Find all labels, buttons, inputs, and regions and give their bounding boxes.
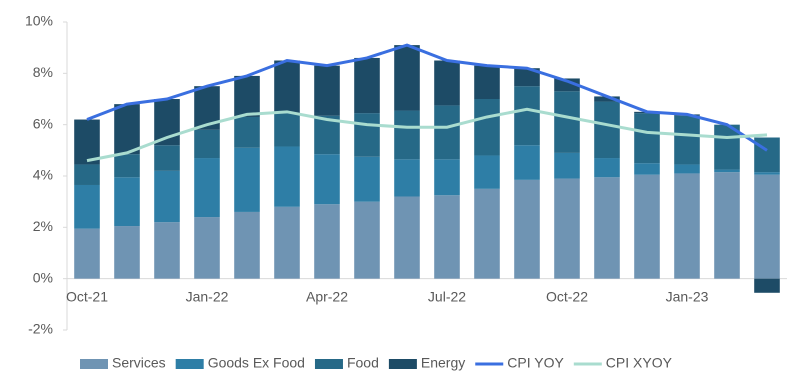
bar-segment (554, 91, 580, 153)
legend-label: Services (112, 355, 166, 371)
bar-segment (394, 196, 420, 279)
line-series (86, 107, 768, 163)
bar-segment (594, 96, 620, 102)
y-tick-label: 10% (25, 13, 53, 29)
y-tick-label: 0% (33, 269, 53, 285)
y-tick-label: 2% (33, 218, 53, 234)
y-tick-label: 8% (33, 64, 53, 80)
bar-segment (194, 129, 220, 159)
bar-segment (274, 113, 300, 147)
bar-segment (234, 116, 260, 148)
bar-segment (514, 145, 540, 180)
bar-segment (74, 164, 100, 185)
bar-segment (514, 86, 540, 146)
bar-segment (434, 60, 460, 106)
bar-segment (594, 177, 620, 279)
x-tick-label: Oct-21 (66, 288, 108, 304)
legend-label: Goods Ex Food (208, 355, 305, 371)
bar-segment (434, 195, 460, 279)
bar-segment (674, 115, 700, 165)
legend-swatch (388, 359, 417, 369)
bar-segment (634, 174, 660, 279)
bar-segment (594, 158, 620, 178)
bar-segment (554, 152, 580, 179)
bar-segment (314, 65, 340, 116)
x-tick-label: Jan-23 (666, 288, 709, 304)
bar-segment (74, 119, 100, 165)
bar-segment (274, 206, 300, 279)
y-tick-label: 6% (33, 115, 53, 131)
bar-segment (714, 172, 740, 279)
bar-segment (554, 178, 580, 279)
bar-segment (594, 101, 620, 159)
bar-segment (74, 184, 100, 229)
bar-segment (274, 60, 300, 114)
bar-segment (234, 75, 260, 117)
bar-segment (474, 188, 500, 279)
legend-label: Energy (421, 355, 465, 371)
legend-swatch (80, 359, 108, 369)
bar-segment (354, 57, 380, 114)
bar-segment (554, 78, 580, 92)
bar-segment (274, 146, 300, 207)
bar-segment (474, 155, 500, 189)
bar-segment (114, 154, 140, 178)
x-tick-label: Jul-22 (428, 288, 466, 304)
legend-label: CPI XYOY (606, 355, 673, 371)
bar-segment (754, 137, 780, 173)
legend-label: CPI YOY (507, 355, 564, 371)
bar-segment (314, 154, 340, 205)
bar-segment (394, 45, 420, 111)
bar-segment (754, 278, 780, 293)
bar-segment (394, 159, 420, 197)
bar-segment (234, 147, 260, 212)
bar-segment (154, 145, 180, 171)
bar-segment (714, 169, 740, 173)
bar-segment (354, 113, 380, 157)
x-tick-label: Oct-22 (546, 288, 588, 304)
bar-segment (154, 222, 180, 279)
bar-segment (634, 113, 660, 164)
legend-label: Food (347, 355, 379, 371)
bar-segment (114, 104, 140, 155)
bar-segment (114, 177, 140, 227)
bar-segment (314, 204, 340, 279)
bar-segment (194, 217, 220, 279)
line-series (86, 43, 768, 152)
bar-segment (674, 173, 700, 279)
bar-segment (674, 164, 700, 174)
bar-segment (754, 172, 780, 175)
x-tick-label: Apr-22 (306, 288, 348, 304)
x-tick-label: Jan-22 (186, 288, 229, 304)
y-tick-label: 4% (33, 167, 53, 183)
bar-segment (154, 170, 180, 223)
bar-segment (514, 68, 540, 87)
bar-segment (514, 179, 540, 279)
bar-segment (194, 158, 220, 218)
bar-segment (754, 174, 780, 279)
bar-segment (434, 159, 460, 196)
bar-segment (234, 211, 260, 279)
bar-segment (434, 105, 460, 160)
bar-segment (474, 99, 500, 156)
bar-segment (394, 110, 420, 160)
bar-segment (714, 124, 740, 170)
bar-segment (634, 163, 660, 175)
legend-swatch (175, 359, 204, 369)
legend-swatch (314, 359, 343, 369)
y-tick-label: -2% (28, 321, 53, 337)
bar-segment (474, 65, 500, 99)
bar-segment (74, 228, 100, 279)
bar-segment (114, 226, 140, 279)
bar-segment (354, 201, 380, 279)
bar-segment (354, 156, 380, 202)
